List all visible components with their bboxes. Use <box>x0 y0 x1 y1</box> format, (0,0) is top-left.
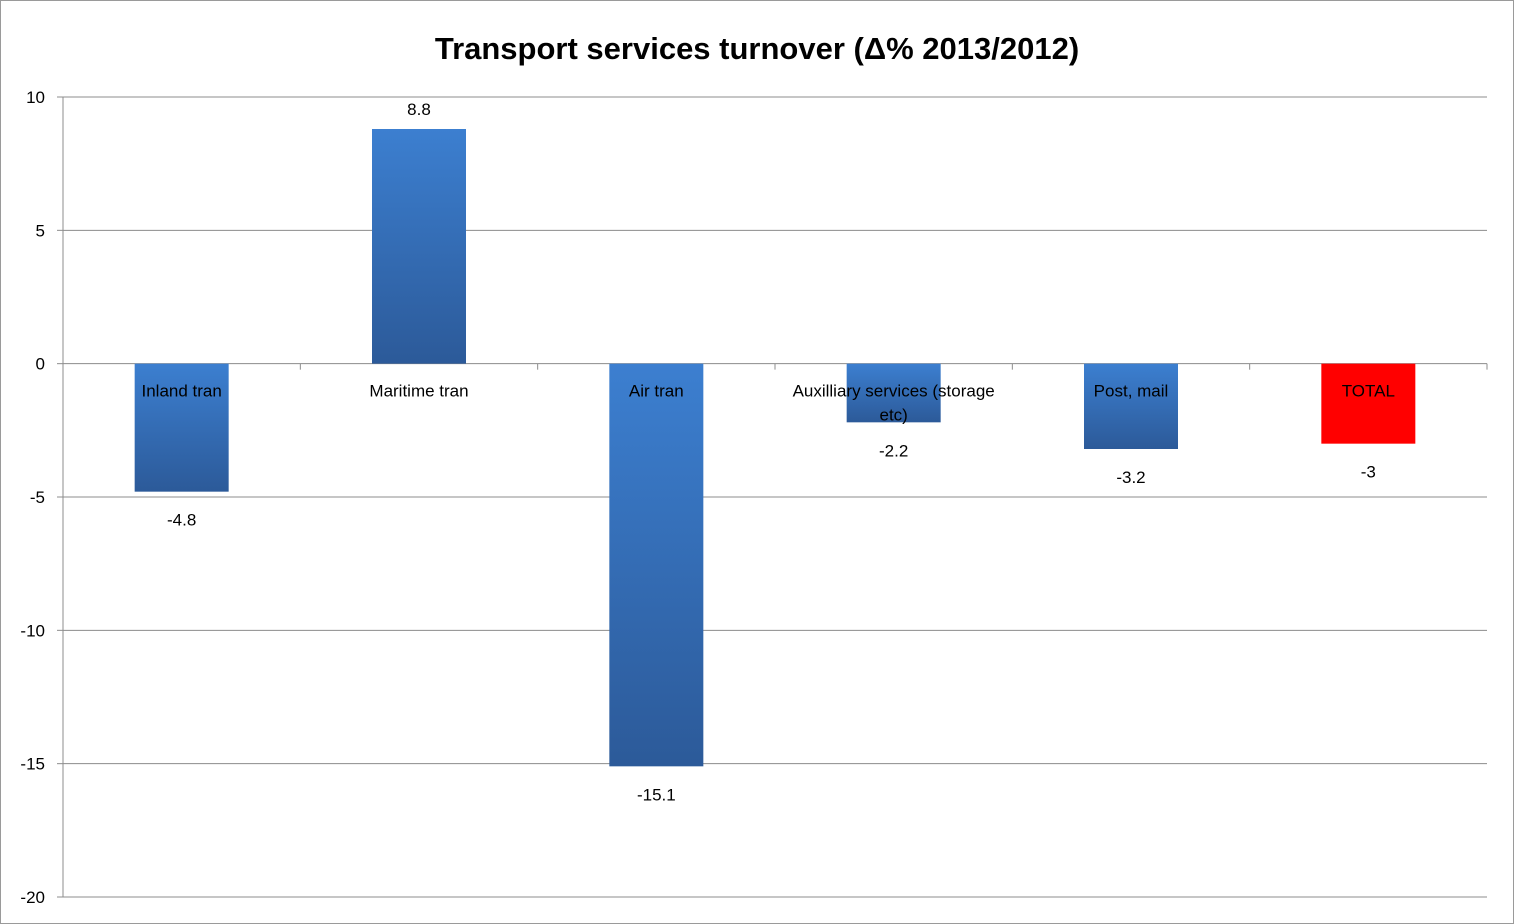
x-tick-label: Inland tran <box>141 382 221 401</box>
y-tick-label: 5 <box>36 221 45 240</box>
bar-auxilliary-services-storage-etc <box>846 363 941 423</box>
data-label: -4.8 <box>167 511 196 530</box>
axes: 10 5 0 -5 -10 -15 -20 <box>20 88 1488 907</box>
x-tick-label: TOTAL <box>1342 382 1395 401</box>
labels: -4.8 Inland tran 8.8 Maritime tran -15.1 Air … <box>141 100 1394 804</box>
bars <box>134 129 1416 767</box>
bar-post-mail <box>1084 363 1178 449</box>
y-tick-label: -15 <box>20 755 45 774</box>
x-tick-label: Auxilliary services (storage etc) <box>793 382 995 425</box>
bar-total <box>1321 363 1416 444</box>
bar-maritime-tran <box>372 129 466 364</box>
bar-inland-tran <box>134 363 229 492</box>
data-label: -15.1 <box>637 785 676 804</box>
x-tick-label: Air tran <box>629 382 684 401</box>
x-tick-label: Maritime tran <box>369 382 468 401</box>
data-label: -3.2 <box>1116 468 1145 487</box>
data-label: -2.2 <box>879 441 908 460</box>
bar-air-tran <box>609 363 704 767</box>
x-tick-label: Post, mail <box>1094 382 1169 401</box>
y-tick-label: -10 <box>20 621 45 640</box>
y-tick-label: 0 <box>36 355 45 374</box>
chart-title: Transport services turnover (Δ% 2013/201… <box>435 31 1079 66</box>
gridlines <box>63 96 1487 898</box>
y-tick-label: -5 <box>30 488 45 507</box>
data-label: -3 <box>1361 463 1376 482</box>
y-tick-label: 10 <box>26 88 45 107</box>
y-tick-label: -20 <box>20 888 45 907</box>
data-label: 8.8 <box>407 100 431 119</box>
